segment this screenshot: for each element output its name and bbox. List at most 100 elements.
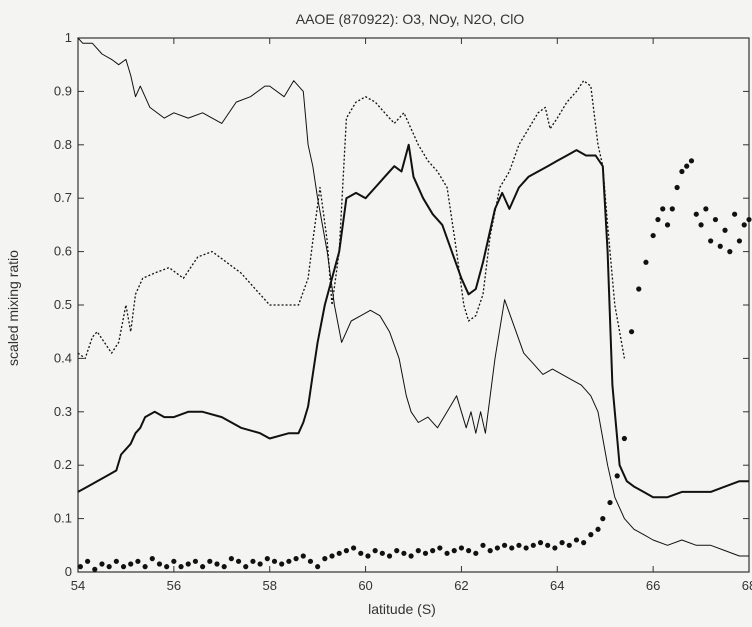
- y-tick-label: 0.2: [54, 457, 72, 472]
- data-point: [415, 548, 421, 554]
- data-point: [537, 540, 544, 546]
- y-tick-label: 0.1: [54, 511, 72, 526]
- data-point: [279, 561, 285, 567]
- data-point: [322, 556, 328, 562]
- data-point: [178, 564, 184, 570]
- data-point: [655, 216, 661, 223]
- data-point: [379, 550, 385, 556]
- data-point: [250, 558, 256, 564]
- data-point: [607, 499, 613, 506]
- data-point: [636, 286, 642, 292]
- data-point: [336, 550, 342, 556]
- data-point: [717, 243, 723, 249]
- data-point: [92, 566, 98, 572]
- data-point: [185, 561, 191, 567]
- data-point: [293, 556, 299, 562]
- data-point: [128, 561, 134, 567]
- data-point: [120, 564, 127, 570]
- data-point: [559, 540, 565, 546]
- data-point: [408, 553, 414, 559]
- x-tick-label: 56: [167, 578, 181, 593]
- data-point: [523, 545, 529, 551]
- series-line-thick: [77, 143, 749, 499]
- series-dots: [77, 158, 752, 572]
- y-tick-label: 0.6: [54, 244, 72, 259]
- data-point: [286, 558, 292, 564]
- data-point: [698, 222, 704, 228]
- data-point: [643, 259, 649, 265]
- y-tick-label: 0.4: [54, 350, 72, 365]
- data-point: [732, 211, 738, 217]
- x-axis-title: latitude (S): [368, 601, 436, 617]
- data-point: [451, 548, 457, 554]
- data-point: [703, 206, 709, 212]
- data-point: [621, 435, 627, 442]
- data-point: [509, 545, 515, 551]
- y-axis-title: scaled mixing ratio: [5, 250, 21, 366]
- data-point: [566, 542, 572, 548]
- data-point: [573, 537, 580, 543]
- y-tick-label: 1: [65, 30, 72, 45]
- data-point: [674, 184, 680, 191]
- data-point: [595, 526, 601, 532]
- data-point: [228, 556, 234, 562]
- data-point: [106, 564, 112, 570]
- data-point: [221, 564, 227, 570]
- data-point: [487, 548, 493, 554]
- y-tick-label: 0.3: [54, 404, 72, 419]
- axis-ticks: 54 56 58 60 62 64 66 68 0 0.1 0.2 0.3 0.4 0.5 0.6 0.7 0.…: [54, 30, 752, 593]
- data-point: [650, 232, 656, 239]
- data-point: [458, 545, 465, 551]
- x-tick-label: 68: [742, 578, 752, 593]
- data-point: [142, 564, 148, 570]
- data-point: [628, 329, 635, 335]
- plot-frame: [77, 37, 750, 573]
- data-point: [660, 206, 666, 212]
- data-point: [693, 211, 699, 217]
- y-tick-label: 0: [65, 564, 72, 579]
- data-point: [588, 532, 594, 538]
- data-point: [271, 558, 278, 564]
- x-tick-label: 62: [454, 578, 468, 593]
- data-point: [430, 548, 436, 554]
- data-point: [545, 542, 551, 548]
- data-point: [501, 542, 508, 548]
- data-point: [164, 564, 170, 570]
- data-point: [264, 556, 270, 562]
- data-point: [171, 558, 177, 564]
- data-point: [77, 564, 83, 570]
- data-point: [552, 545, 558, 551]
- data-point: [200, 564, 206, 570]
- data-point: [712, 216, 719, 223]
- data-point: [466, 548, 472, 554]
- data-point: [581, 540, 587, 546]
- data-point: [315, 564, 321, 570]
- data-point: [708, 238, 714, 244]
- data-point: [746, 216, 752, 223]
- series-line-dotted: [77, 80, 626, 360]
- data-point: [113, 558, 119, 564]
- data-point: [372, 548, 378, 554]
- data-point: [516, 542, 522, 548]
- data-point: [192, 558, 199, 564]
- data-point: [135, 558, 141, 564]
- data-point: [600, 516, 606, 522]
- data-point: [736, 238, 743, 244]
- data-point: [84, 558, 91, 564]
- x-tick-label: 60: [358, 578, 372, 593]
- x-tick-label: 66: [646, 578, 660, 593]
- data-point: [207, 558, 213, 564]
- data-point: [243, 564, 249, 570]
- data-point: [530, 542, 536, 548]
- x-tick-label: 64: [550, 578, 564, 593]
- data-point: [741, 222, 747, 228]
- x-tick-label: 58: [262, 578, 276, 593]
- series-layer: [77, 37, 752, 572]
- data-point: [329, 553, 335, 559]
- data-point: [722, 227, 728, 233]
- data-point: [401, 550, 407, 556]
- y-tick-label: 0.5: [54, 297, 72, 312]
- data-point: [386, 553, 393, 559]
- data-point: [437, 545, 443, 551]
